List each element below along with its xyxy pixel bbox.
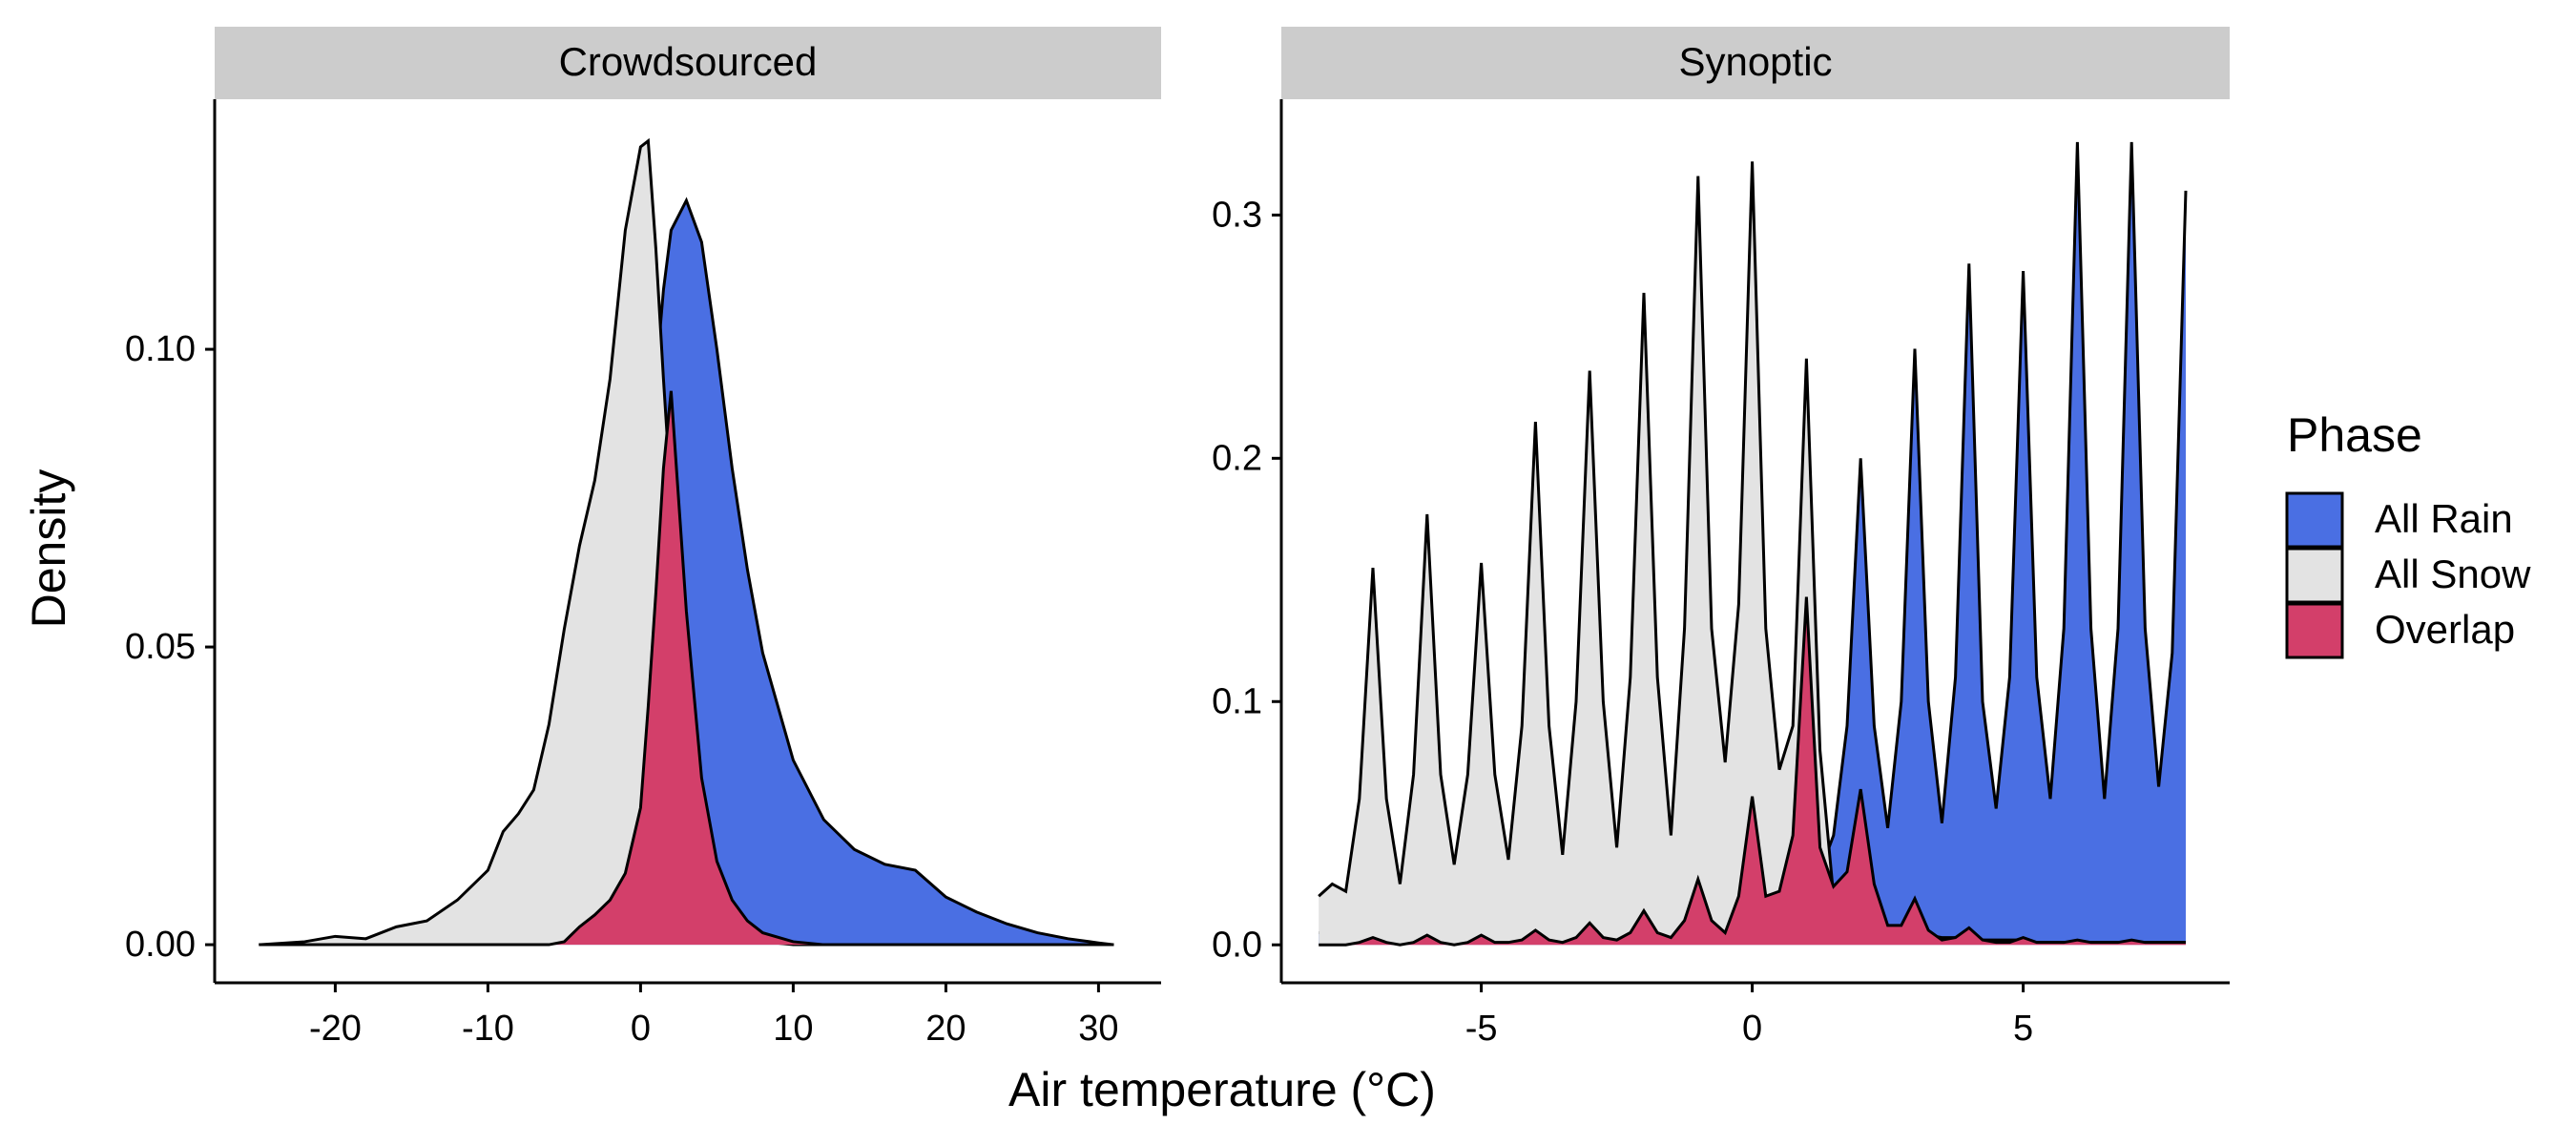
y-axis-title: Density <box>22 469 75 629</box>
facet-title: Synoptic <box>1678 39 1832 84</box>
x-axis-title: Air temperature (°C) <box>1008 1063 1436 1116</box>
y-tick-label: 0.1 <box>1212 681 1262 721</box>
x-tick-label: 10 <box>773 1009 813 1049</box>
y-tick-label: 0.10 <box>125 329 196 369</box>
x-tick-label: -10 <box>462 1009 514 1049</box>
legend-label: Overlap <box>2375 607 2515 652</box>
facet-title: Crowdsourced <box>559 39 818 84</box>
y-tick-label: 0.2 <box>1212 438 1262 478</box>
x-tick-label: -20 <box>309 1009 362 1049</box>
legend-key <box>2285 491 2344 549</box>
y-tick-label: 0.05 <box>125 627 196 667</box>
area-fill <box>1319 161 2186 946</box>
area-fill <box>259 200 1114 946</box>
legend-label: All Snow <box>2375 552 2531 596</box>
legend-title: Phase <box>2287 408 2422 462</box>
density-line <box>1319 596 2186 947</box>
x-tick-label: 0 <box>1742 1009 1762 1049</box>
facet-strip <box>1281 27 2230 99</box>
y-tick-label: 0.0 <box>1212 925 1262 965</box>
y-tick-label: 0.3 <box>1212 195 1262 235</box>
x-tick-label: 0 <box>631 1009 651 1049</box>
legend-key <box>2285 547 2344 604</box>
x-tick-label: 20 <box>925 1009 966 1049</box>
density-line <box>259 390 1114 947</box>
x-tick-label: -5 <box>1465 1009 1498 1049</box>
facet-strip <box>215 27 1161 99</box>
x-tick-label: 5 <box>2013 1009 2033 1049</box>
legend-label: All Rain <box>2375 496 2513 541</box>
x-tick-label: 30 <box>1078 1009 1118 1049</box>
legend-key <box>2285 602 2344 659</box>
area-fill <box>259 390 1114 946</box>
area-fill <box>1319 141 2186 946</box>
area-fill <box>1319 596 2186 946</box>
y-tick-label: 0.00 <box>125 925 196 965</box>
